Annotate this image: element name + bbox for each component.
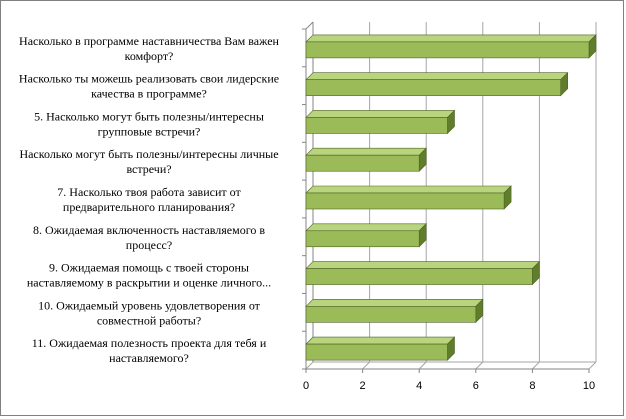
category-label: Насколько могут быть полезны/интересны л…: [19, 147, 278, 176]
bar: [305, 223, 427, 248]
bar: [305, 109, 456, 135]
bar-top-face: [305, 147, 427, 156]
category-label-line: процесс?: [126, 238, 172, 252]
bar-front-face: [305, 154, 420, 172]
bar-front-face: [305, 268, 533, 285]
bar: [305, 336, 456, 361]
bar: [305, 185, 512, 210]
bar-front-face: [305, 192, 505, 210]
bar-front-face: [305, 79, 561, 96]
category-label-line: 10. Ожидаемый уровень удовлетворения от: [38, 298, 261, 312]
bar-top-face: [305, 223, 427, 232]
category-label: Насколько в программе наставничества Вам…: [19, 34, 279, 63]
floor-gridline: [532, 361, 540, 370]
category-label-line: встречи?: [126, 162, 171, 176]
category-label-line: наставляемому в раскрытии и оценке лично…: [27, 276, 271, 290]
category-label-line: качества в программе?: [91, 87, 207, 101]
bar-top-face: [305, 261, 541, 269]
category-label-line: 7. Насколько твоя работа зависит от: [57, 185, 241, 199]
category-label-line: Насколько могут быть полезны/интересны л…: [19, 147, 278, 161]
bar-top-face: [305, 34, 597, 43]
bar-front-face: [305, 230, 420, 248]
bar-top-face: [305, 185, 512, 194]
bar-front-face: [305, 306, 477, 323]
floor-gridline: [362, 361, 370, 370]
bar-front-face: [305, 343, 448, 361]
bar-top-face: [305, 110, 456, 118]
category-label-line: 11. Ожидаемая полезность проекта для теб…: [32, 336, 267, 350]
category-label-line: Насколько в программе наставничества Вам…: [19, 34, 279, 48]
floor-gridline: [418, 361, 427, 370]
bar: [305, 147, 427, 172]
bars-layer: [305, 34, 597, 361]
category-label-line: предварительного планирования?: [63, 200, 235, 214]
x-tick-label: 6: [473, 380, 479, 392]
x-tick-label: 2: [360, 380, 366, 392]
category-label-line: совместной работы?: [97, 313, 201, 327]
category-label-line: групповые встречи?: [98, 124, 201, 138]
x-tick-label: 8: [529, 380, 535, 392]
bar-front-face: [305, 41, 590, 59]
category-label-line: Насколько ты можешь реализовать свои лид…: [19, 72, 279, 86]
category-label-line: наставляемого?: [109, 351, 189, 365]
bar: [305, 71, 569, 97]
x-tick-label: 10: [583, 380, 595, 392]
category-label: Насколько ты можешь реализовать свои лид…: [19, 72, 279, 101]
bar: [305, 260, 541, 286]
bar: [305, 34, 597, 59]
wall-top-edge: [305, 21, 314, 30]
bar: [305, 298, 484, 324]
x-tick-label: 0: [303, 380, 309, 392]
bar-top-face: [305, 299, 484, 307]
bar-front-face: [305, 117, 448, 134]
category-label-line: 9. Ожидаемая помощь с твоей стороны: [49, 261, 249, 275]
category-label-line: комфорт?: [125, 49, 174, 63]
category-label: 5. Насколько могут быть полезны/интересн…: [34, 109, 264, 138]
bar-top-face: [305, 336, 456, 345]
category-labels: Насколько в программе наставничества Вам…: [19, 34, 280, 365]
category-label: 10. Ожидаемый уровень удовлетворения от с…: [38, 298, 261, 327]
category-label: 11. Ожидаемая полезность проекта для теб…: [32, 336, 267, 365]
floor-gridline: [305, 361, 314, 370]
category-label-line: 8. Ожидаемая включенность наставляемого …: [33, 223, 265, 237]
floor-gridline: [588, 361, 597, 370]
x-tick-label: 4: [416, 380, 422, 392]
x-axis-tick-labels: 0 2 4 6 8 10: [303, 380, 595, 392]
category-label-line: 5. Насколько могут быть полезны/интересн…: [34, 109, 264, 123]
category-label: 8. Ожидаемая включенность наставляемого …: [33, 223, 265, 252]
floor-gridline: [475, 361, 484, 370]
category-label: 7. Насколько твоя работа зависит от предв…: [57, 185, 241, 214]
category-label: 9. Ожидаемая помощь с твоей стороны наста…: [27, 261, 271, 290]
bar-top-face: [305, 72, 569, 80]
